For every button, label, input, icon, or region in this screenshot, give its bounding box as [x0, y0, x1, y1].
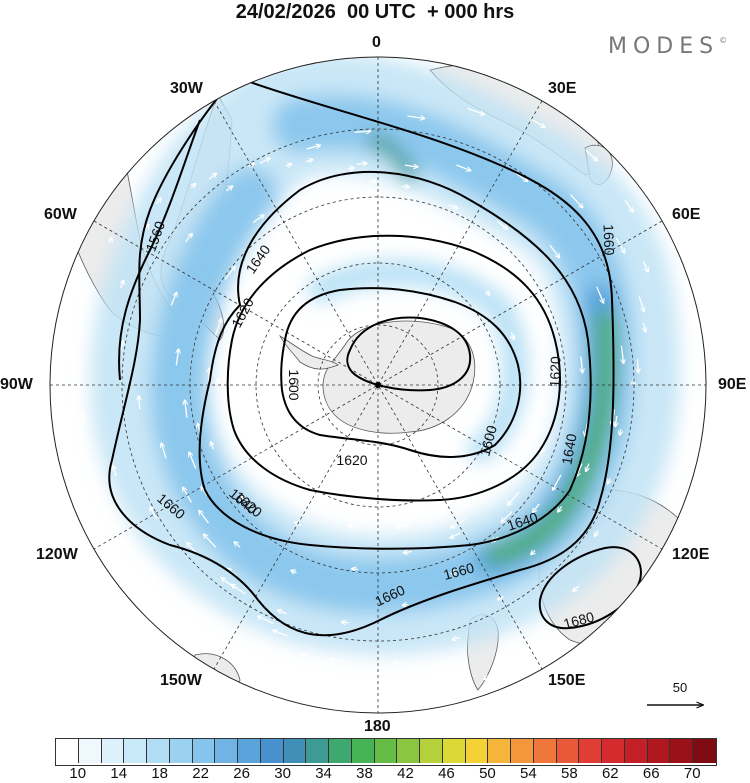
- colorbar-cell: [420, 739, 443, 763]
- colorbar-cell: [238, 739, 261, 763]
- colorbar-cell: [443, 739, 466, 763]
- colorbar-tick-label: 46: [438, 765, 455, 782]
- colorbar-cell: [329, 739, 352, 763]
- colorbar-cell: [466, 739, 489, 763]
- lon-label-30w: 30W: [170, 80, 203, 98]
- colorbar-tick-label: 10: [69, 765, 86, 782]
- colorbar-cell: [284, 739, 307, 763]
- colorbar-cell: [648, 739, 671, 763]
- colorbar-cell: [79, 739, 102, 763]
- lon-label-90e: 90E: [718, 376, 746, 394]
- colorbar-cell: [102, 739, 125, 763]
- lon-label-120w: 120W: [36, 546, 78, 564]
- colorbar-tick-label: 22: [192, 765, 209, 782]
- colorbar-cell: [579, 739, 602, 763]
- colorbar-tick-label: 14: [110, 765, 127, 782]
- colorbar-cell: [488, 739, 511, 763]
- pole-marker: [375, 382, 381, 388]
- colorbar-tick-label: 70: [684, 765, 701, 782]
- wind-vector: [358, 683, 375, 684]
- colorbar-cell: [352, 739, 375, 763]
- lon-label-60e: 60E: [672, 206, 700, 224]
- lon-label-150w: 150W: [160, 672, 202, 690]
- colorbar-tick-label: 58: [561, 765, 578, 782]
- colorbar-cell: [625, 739, 648, 763]
- wind-vector: [393, 662, 403, 663]
- colorbar-tick-label: 42: [397, 765, 414, 782]
- colorbar: [55, 738, 717, 766]
- colorbar-cell: [147, 739, 170, 763]
- colorbar-tick-label: 50: [479, 765, 496, 782]
- wind-vector: [348, 168, 354, 169]
- wind-vector: [402, 605, 408, 606]
- colorbar-cell: [534, 739, 557, 763]
- colorbar-cell: [193, 739, 216, 763]
- colorbar-cell: [397, 739, 420, 763]
- colorbar-tick-label: 38: [356, 765, 373, 782]
- wind-vector: [69, 354, 70, 361]
- colorbar-cell: [693, 739, 716, 763]
- colorbar-tick-label: 30: [274, 765, 291, 782]
- reference-vector-value: 50: [665, 680, 695, 695]
- contour-label: 1620: [546, 356, 563, 388]
- contour-label: 1600: [286, 369, 302, 400]
- colorbar-cell: [602, 739, 625, 763]
- colorbar-cell: [557, 739, 580, 763]
- colorbar-tick-label: 54: [520, 765, 537, 782]
- contour-label: 1660: [600, 224, 617, 256]
- lon-label-30e: 30E: [548, 80, 576, 98]
- colorbar-cell: [261, 739, 284, 763]
- colorbar-ticks: 10 14 18 22 26 30 34 38 42 46 50 54 58 62 66 70: [55, 765, 715, 783]
- lon-label-150e: 150E: [548, 672, 585, 690]
- colorbar-cell: [170, 739, 193, 763]
- colorbar-cell: [511, 739, 534, 763]
- colorbar-cell: [215, 739, 238, 763]
- colorbar-cell: [375, 739, 398, 763]
- colorbar-cell: [56, 739, 79, 763]
- wind-vector: [357, 163, 367, 164]
- lon-label-120e: 120E: [672, 546, 709, 564]
- colorbar-cell: [124, 739, 147, 763]
- colorbar-tick-label: 18: [151, 765, 168, 782]
- lon-label-60w: 60W: [44, 206, 77, 224]
- colorbar-tick-label: 26: [233, 765, 250, 782]
- colorbar-cell: [306, 739, 329, 763]
- lon-label-90w: 90W: [0, 376, 33, 394]
- colorbar-tick-label: 62: [602, 765, 619, 782]
- colorbar-tick-label: 34: [315, 765, 332, 782]
- colorbar-tick-label: 66: [643, 765, 660, 782]
- colorbar-cell: [670, 739, 693, 763]
- lon-label-180: 180: [364, 718, 391, 736]
- contour-label: 1620: [336, 452, 367, 468]
- wind-vector: [352, 569, 358, 570]
- lon-label-0: 0: [372, 34, 381, 52]
